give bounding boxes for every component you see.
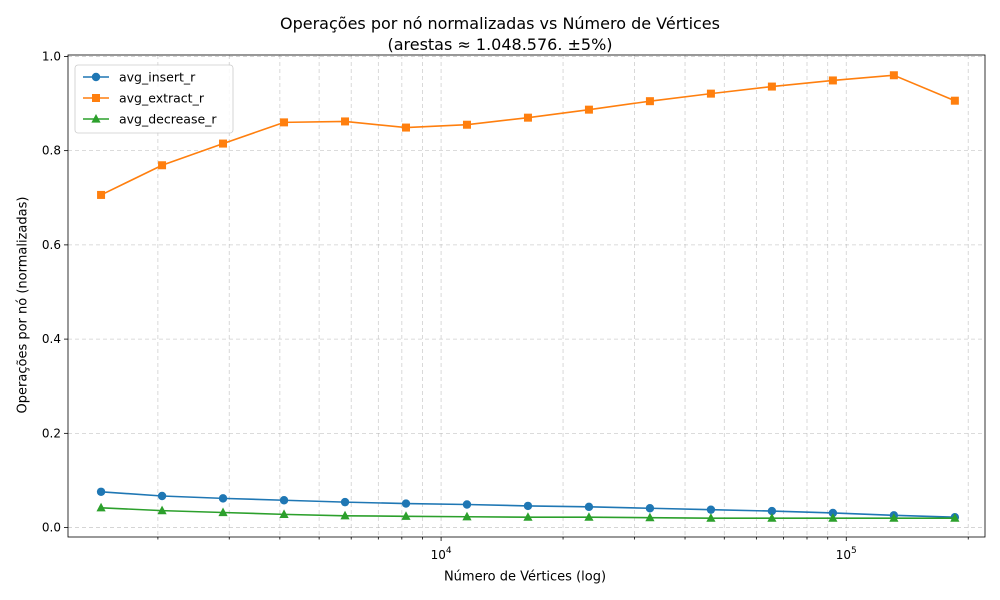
data-point-avg_extract_r [767, 82, 776, 91]
data-point-avg_insert_r [157, 491, 167, 501]
x-tick-label: 104 [431, 546, 452, 562]
data-point-avg_decrease_r [767, 513, 777, 522]
x-tick-label: 105 [836, 546, 857, 562]
data-point-avg_insert_r [523, 501, 533, 511]
y-tick-label: 0.2 [42, 426, 61, 440]
plot-frame [67, 54, 986, 538]
y-tick-label: 0.6 [42, 238, 61, 252]
data-point-avg_insert_r [828, 508, 838, 518]
data-point-avg_decrease_r [706, 513, 716, 522]
data-point-avg_extract_r [523, 113, 532, 122]
data-point-avg_insert_r [767, 506, 777, 516]
data-point-avg_decrease_r [462, 511, 472, 521]
y-axis-label: Operações por nó (normalizadas) [15, 196, 31, 414]
data-point-avg_decrease_r [96, 502, 106, 512]
data-point-avg_decrease_r [218, 507, 228, 517]
data-point-avg_extract_r [828, 76, 837, 85]
data-point-avg_extract_r [280, 118, 289, 127]
data-point-avg_decrease_r [340, 510, 350, 520]
data-point-avg_insert_r [584, 502, 594, 512]
data-point-avg_insert_r [706, 505, 716, 514]
x-axis-label: Número de Vértices (log) [443, 569, 607, 585]
data-point-avg_decrease_r [584, 512, 594, 521]
legend-marker [91, 72, 101, 82]
chart-subtitle: (arestas ≈ 1.048.576. ±5%) [387, 35, 613, 54]
data-point-avg_insert_r [340, 497, 350, 507]
data-point-avg_insert_r [462, 500, 472, 509]
data-point-avg_insert_r [401, 499, 411, 508]
chart-title: Operações por nó normalizadas vs Número … [280, 14, 720, 33]
data-point-avg_decrease_r [950, 513, 960, 522]
data-point-avg_decrease_r [401, 511, 411, 520]
data-point-avg_insert_r [96, 487, 106, 496]
y-tick-label: 0.8 [42, 144, 61, 158]
data-point-avg_extract_r [158, 161, 167, 170]
legend-marker [92, 94, 100, 102]
data-point-avg_decrease_r [279, 509, 289, 518]
data-point-avg_extract_r [584, 105, 593, 114]
data-point-avg_extract_r [950, 96, 959, 105]
legend-marker [91, 114, 101, 123]
y-tick-label: 0.0 [42, 521, 61, 535]
data-point-avg_insert_r [218, 494, 228, 503]
data-point-avg_extract_r [889, 71, 898, 80]
y-tick-label: 0.4 [42, 332, 61, 346]
legend-box [74, 64, 234, 134]
data-point-avg_decrease_r [157, 505, 167, 515]
data-point-avg_extract_r [401, 123, 410, 132]
data-point-avg_insert_r [279, 496, 289, 505]
data-point-avg_extract_r [219, 139, 228, 148]
data-point-avg_decrease_r [645, 512, 655, 522]
legend-label: avg_decrease_r [119, 112, 217, 127]
data-point-avg_decrease_r [828, 513, 838, 522]
data-point-avg_extract_r [462, 120, 471, 129]
data-point-avg_extract_r [341, 117, 350, 126]
data-point-avg_insert_r [645, 504, 655, 513]
legend-label: avg_insert_r [119, 70, 196, 85]
data-point-avg_extract_r [97, 190, 106, 199]
legend-label: avg_extract_r [119, 91, 205, 106]
data-point-avg_extract_r [706, 89, 715, 98]
data-point-avg_decrease_r [523, 512, 533, 521]
data-point-avg_extract_r [645, 97, 654, 106]
data-point-avg_decrease_r [889, 513, 899, 522]
y-tick-label: 1.0 [42, 49, 61, 63]
